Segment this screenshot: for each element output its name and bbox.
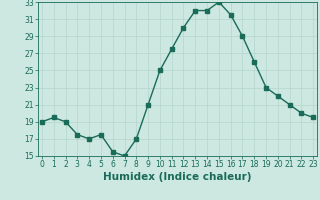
X-axis label: Humidex (Indice chaleur): Humidex (Indice chaleur) [103, 172, 252, 182]
